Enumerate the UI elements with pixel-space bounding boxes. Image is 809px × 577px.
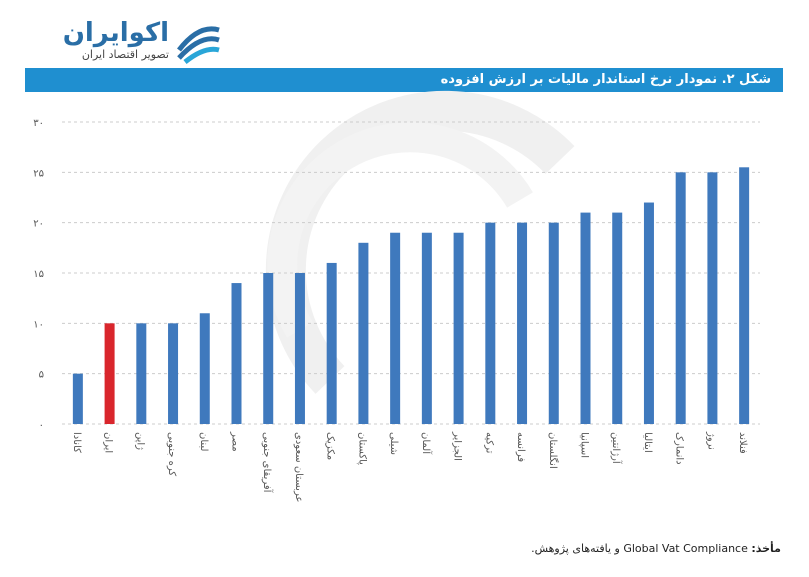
y-tick-label: ۱۵ [33,269,44,280]
y-tick-label: ۱۰ [33,319,44,330]
x-tick-label: فنلاند [737,432,748,454]
bar [707,172,718,424]
bar [104,323,115,424]
x-tick-label: آفریقای جنوبی [261,432,274,494]
x-tick-label: آلمان [420,432,433,455]
bar [739,167,750,425]
x-tick-label: ژاپن [134,432,145,450]
x-tick-label: پاکستان [356,432,367,465]
chart: ۰ ۵ ۱۰ ۱۵ ۲۰ ۲۵ ۳۰ کانادا ایران ژاپن کره جنوبی لبنا… [33,90,760,502]
x-tick-label: نروژ [705,431,716,450]
x-tick-label: الجزایر [452,431,463,461]
x-tick-label: دانمارک [674,432,685,465]
bar [517,222,528,424]
bar [72,373,83,424]
x-tick-label: کانادا [71,432,82,453]
y-tick-label: ۳۰ [33,118,44,129]
bar [675,172,686,424]
bar [548,222,559,424]
bar [168,323,179,424]
bar [612,212,623,424]
bar [199,313,210,424]
x-tick-label: انگلستان [547,432,559,469]
y-tick-label: ۲۵ [33,168,44,179]
chart-title: شکل ۲. نمودار نرخ استاندار مالیات بر ارز… [25,68,783,92]
x-tick-label: لبنان [198,432,209,451]
bar [231,283,242,424]
source-label: مأخذ: [751,542,781,555]
x-tick-label: آرژانتین [610,432,623,465]
bar [136,323,147,424]
x-tick-label: کره جنوبی [166,432,177,476]
bar [643,202,654,424]
x-tick-label: ایران [103,432,114,453]
bar [580,212,591,424]
x-tick-label: ایتالیا [642,432,653,453]
bar [453,232,464,424]
x-tick-label: اسپانیا [579,432,590,458]
x-tick-label: مکزیک [325,432,336,460]
x-tick-label: شیلی [388,432,399,455]
bar [263,273,274,424]
bar [485,222,496,424]
logo-icon [177,26,220,64]
bar [358,242,369,424]
x-tick-label: عربستان سعودی [293,432,304,502]
bar [421,232,432,424]
x-tick-label: ترکیه [483,432,494,454]
bar [294,273,305,424]
y-tick-label: ۰ [39,420,44,431]
source-text: Global Vat Compliance و یافته‌های پژوهش. [531,542,748,555]
y-tick-label: ۲۰ [33,219,44,230]
source: مأخذ: Global Vat Compliance و یافته‌های … [531,542,781,555]
bar [390,232,401,424]
bar [326,262,337,424]
logo-tagline: تصویر اقتصاد ایران [81,48,169,61]
x-tick-label: فرانسه [515,432,526,462]
y-tick-label: ۵ [39,370,44,381]
logo-name: اکوایران [62,18,169,48]
x-tick-label: مصر [230,431,241,452]
logo: اکوایران تصویر اقتصاد ایران [63,18,169,61]
